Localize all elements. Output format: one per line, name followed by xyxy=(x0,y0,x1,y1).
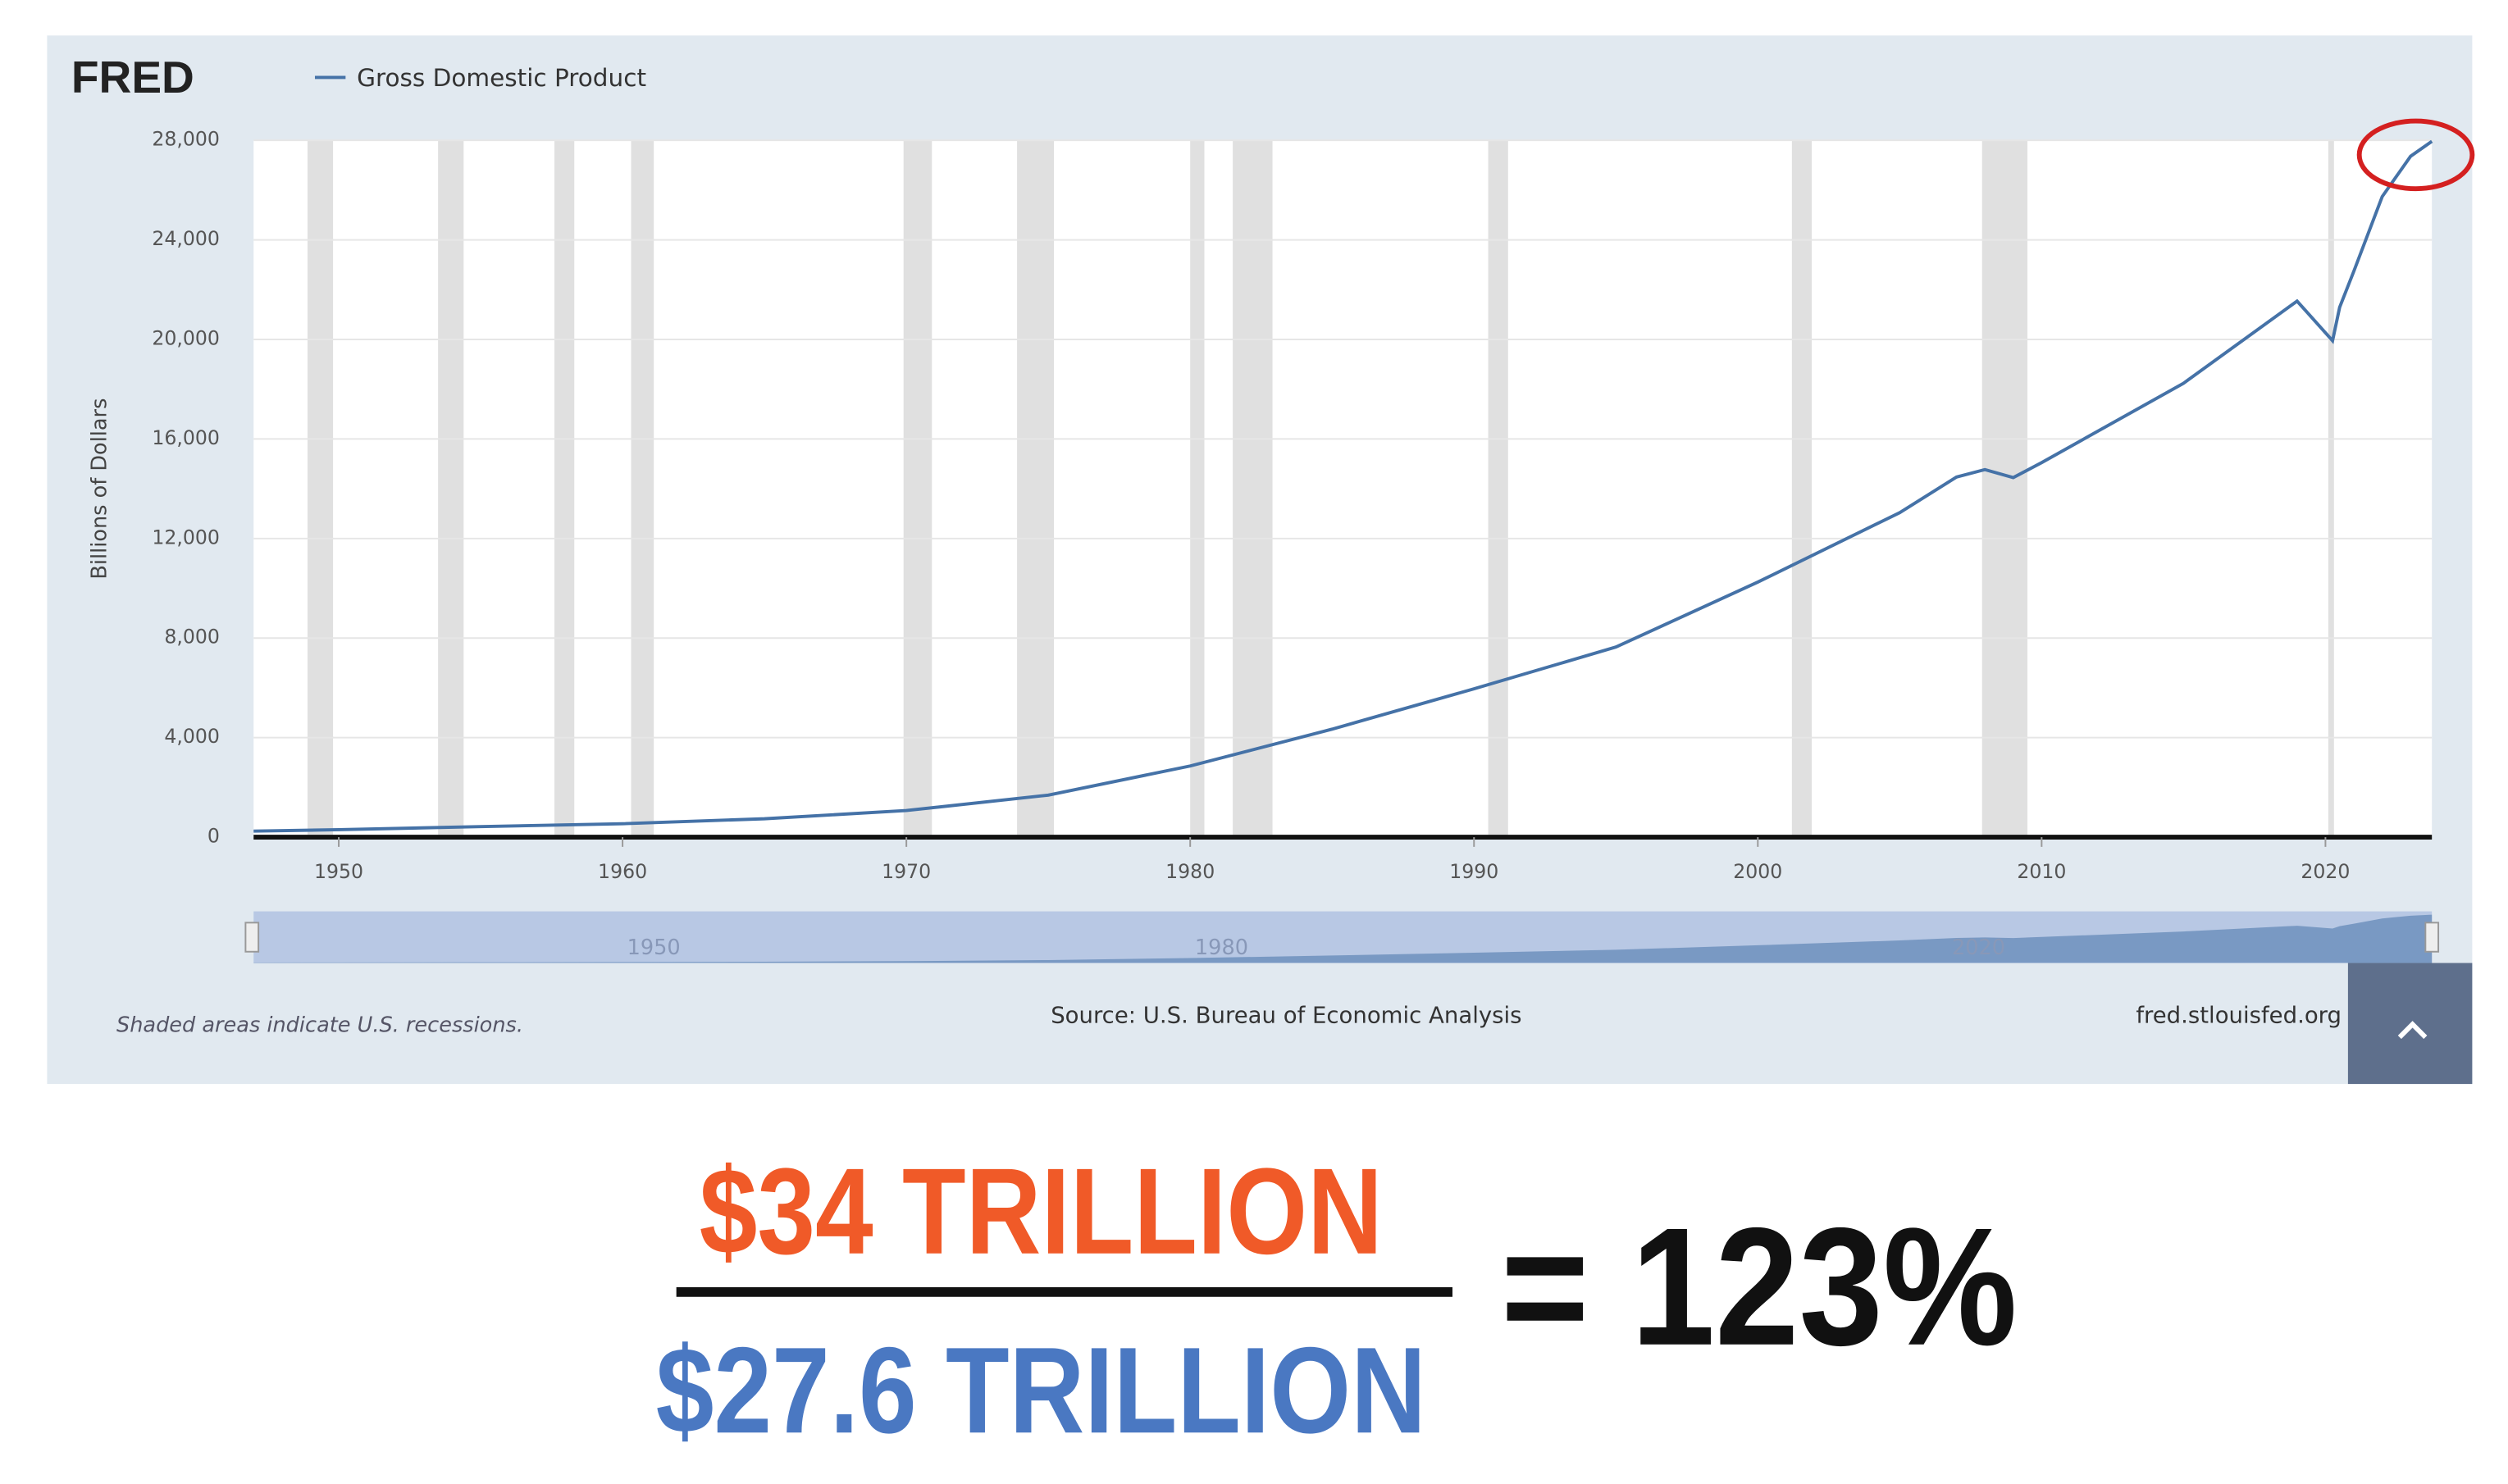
recession-band xyxy=(631,140,654,838)
recession-band xyxy=(2328,140,2334,838)
brand: FRED xyxy=(71,52,194,102)
y-axis-label: Billions of Dollars xyxy=(87,398,112,580)
y-tick-label: 20,000 xyxy=(152,326,220,349)
y-tick-label: 16,000 xyxy=(152,426,220,449)
navigator-label: 2020 xyxy=(1952,935,2005,960)
y-tick-label: 0 xyxy=(207,825,220,848)
recession-band xyxy=(438,140,464,838)
recession-band xyxy=(1017,140,1055,838)
source: Source: U.S. Bureau of Economic Analysis xyxy=(1051,1002,1521,1028)
highlight-circle xyxy=(2356,118,2475,192)
x-tick-label: 1970 xyxy=(882,860,931,883)
recession-band xyxy=(1190,140,1205,838)
recession-band xyxy=(1233,140,1273,838)
recession-band xyxy=(1981,140,2028,838)
x-tick-label: 1980 xyxy=(1165,860,1215,883)
site: fred.stlouisfed.org xyxy=(2136,1002,2342,1028)
navigator-area xyxy=(253,914,2433,963)
navigator-handle[interactable] xyxy=(2424,922,2440,953)
recession-band xyxy=(554,140,575,838)
recession-band xyxy=(307,140,334,838)
scroll-icon xyxy=(2397,1021,2428,1040)
x-tick-label: 2000 xyxy=(1733,860,1782,883)
numerator: $34 TRILLION xyxy=(700,1143,1383,1280)
recession-note: Shaded areas indicate U.S. recessions. xyxy=(116,1013,523,1037)
result: = 123% xyxy=(1501,1194,2018,1381)
y-tick-label: 4,000 xyxy=(164,725,220,748)
y-tick-label: 8,000 xyxy=(164,626,220,649)
legend-entry: Gross Domestic Product xyxy=(357,64,646,92)
x-tick-label: 2010 xyxy=(2017,860,2066,883)
x-tick-label: 2020 xyxy=(2301,860,2350,883)
y-tick-label: 28,000 xyxy=(152,128,220,151)
recession-band xyxy=(1488,140,1508,838)
x-tick-label: 1960 xyxy=(598,860,647,883)
navigator-label: 1950 xyxy=(627,935,681,960)
navigator-label: 1980 xyxy=(1195,935,1248,960)
x-tick-label: 1950 xyxy=(314,860,363,883)
recession-band xyxy=(1791,140,1813,838)
plot-area xyxy=(253,140,2433,838)
y-tick-label: 24,000 xyxy=(152,227,220,250)
data-line xyxy=(253,139,2433,833)
denominator: $27.6 TRILLION xyxy=(656,1322,1426,1459)
y-tick-label: 12,000 xyxy=(152,526,220,549)
recession-band xyxy=(903,140,933,838)
x-tick-label: 1990 xyxy=(1449,860,1498,883)
navigator-handle[interactable] xyxy=(244,922,260,953)
